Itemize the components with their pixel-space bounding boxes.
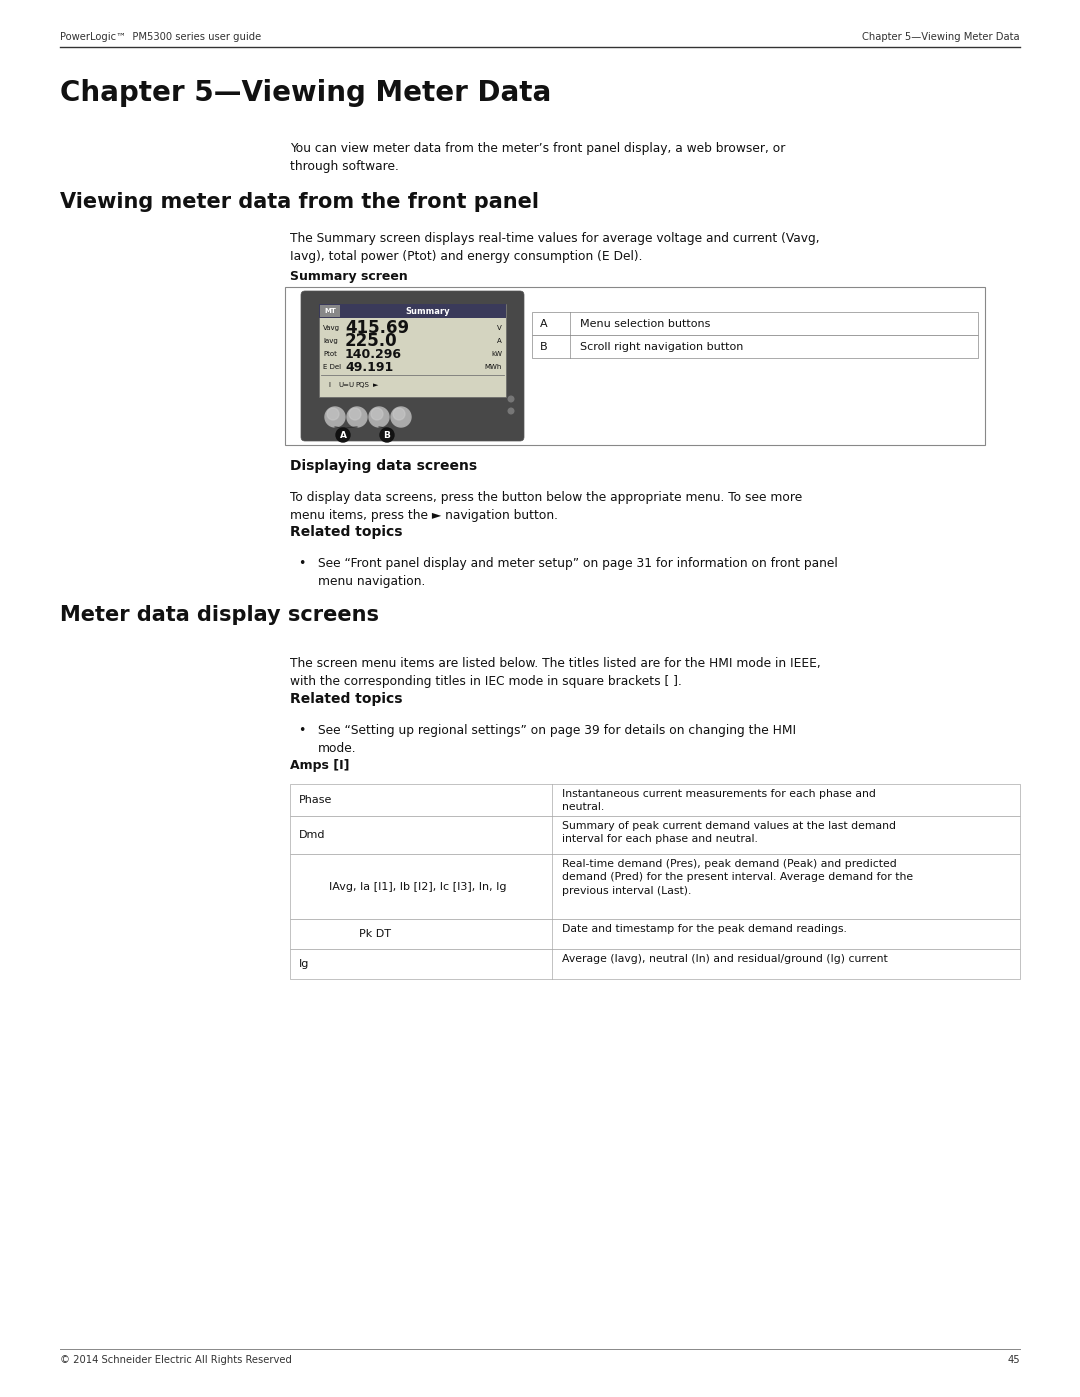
- Text: To display data screens, press the button below the appropriate menu. To see mor: To display data screens, press the butto…: [291, 490, 802, 522]
- Text: A: A: [540, 319, 548, 328]
- Text: Summary of peak current demand values at the last demand
interval for each phase: Summary of peak current demand values at…: [562, 821, 896, 844]
- Text: Related topics: Related topics: [291, 692, 403, 705]
- Bar: [291, 816, 1020, 854]
- Text: 225.0: 225.0: [345, 332, 397, 349]
- Bar: [285, 286, 985, 446]
- Text: Amps [I]: Amps [I]: [291, 759, 350, 773]
- Text: Phase: Phase: [299, 795, 333, 805]
- Bar: [532, 312, 978, 335]
- Circle shape: [349, 408, 361, 420]
- Text: B: B: [540, 341, 548, 352]
- Text: Summary screen: Summary screen: [291, 270, 408, 284]
- Circle shape: [393, 408, 405, 420]
- FancyBboxPatch shape: [301, 291, 524, 441]
- Text: PQS: PQS: [355, 381, 369, 388]
- Text: The Summary screen displays real-time values for average voltage and current (Va: The Summary screen displays real-time va…: [291, 232, 820, 263]
- Text: I: I: [328, 381, 330, 388]
- Circle shape: [327, 408, 339, 420]
- Bar: [320, 305, 340, 317]
- Circle shape: [372, 408, 383, 420]
- Text: © 2014 Schneider Electric All Rights Reserved: © 2014 Schneider Electric All Rights Res…: [60, 1355, 292, 1365]
- Text: Menu selection buttons: Menu selection buttons: [580, 319, 711, 328]
- Circle shape: [509, 408, 514, 414]
- Text: Date and timestamp for the peak demand readings.: Date and timestamp for the peak demand r…: [562, 923, 847, 935]
- Bar: [291, 919, 1020, 949]
- Text: B: B: [383, 430, 391, 440]
- Bar: [291, 949, 1020, 979]
- Text: You can view meter data from the meter’s front panel display, a web browser, or
: You can view meter data from the meter’s…: [291, 142, 785, 173]
- Text: E Del: E Del: [323, 365, 341, 370]
- Text: MT: MT: [324, 307, 336, 314]
- Text: 415.69: 415.69: [345, 319, 409, 337]
- Text: •: •: [298, 557, 306, 570]
- Text: Pk DT: Pk DT: [359, 929, 391, 939]
- Circle shape: [380, 427, 394, 441]
- Circle shape: [509, 397, 514, 402]
- Circle shape: [336, 427, 350, 441]
- Text: A: A: [497, 338, 502, 344]
- Text: A: A: [339, 430, 347, 440]
- Circle shape: [369, 407, 389, 427]
- Text: Ig: Ig: [299, 958, 309, 970]
- Text: Real-time demand (Pres), peak demand (Peak) and predicted
demand (Pred) for the : Real-time demand (Pres), peak demand (Pe…: [562, 859, 913, 895]
- Bar: [291, 854, 1020, 919]
- Text: Dmd: Dmd: [299, 830, 325, 840]
- Text: Chapter 5—Viewing Meter Data: Chapter 5—Viewing Meter Data: [60, 80, 551, 108]
- Text: kW: kW: [491, 351, 502, 358]
- Text: •: •: [298, 724, 306, 738]
- Circle shape: [325, 407, 345, 427]
- Text: See “Setting up regional settings” on page 39 for details on changing the HMI
mo: See “Setting up regional settings” on pa…: [318, 724, 796, 754]
- Text: Meter data display screens: Meter data display screens: [60, 605, 379, 624]
- Circle shape: [347, 407, 367, 427]
- Bar: [319, 305, 507, 319]
- Text: Instantaneous current measurements for each phase and
neutral.: Instantaneous current measurements for e…: [562, 789, 876, 813]
- Bar: [532, 335, 978, 358]
- Text: ►: ►: [374, 381, 379, 388]
- Text: 140.296: 140.296: [345, 348, 402, 360]
- Text: IAvg, Ia [I1], Ib [I2], Ic [I3], In, Ig: IAvg, Ia [I1], Ib [I2], Ic [I3], In, Ig: [329, 882, 507, 891]
- Text: Displaying data screens: Displaying data screens: [291, 460, 477, 474]
- Circle shape: [391, 407, 411, 427]
- Text: U=U: U=U: [338, 381, 354, 388]
- Text: 49.191: 49.191: [345, 360, 393, 374]
- Bar: [291, 784, 1020, 816]
- Text: 45: 45: [1008, 1355, 1020, 1365]
- Text: Summary: Summary: [405, 306, 449, 316]
- Text: Related topics: Related topics: [291, 525, 403, 539]
- Text: Ptot: Ptot: [323, 351, 337, 358]
- Text: See “Front panel display and meter setup” on page 31 for information on front pa: See “Front panel display and meter setup…: [318, 557, 838, 588]
- Text: V: V: [497, 324, 502, 331]
- Text: PowerLogic™  PM5300 series user guide: PowerLogic™ PM5300 series user guide: [60, 32, 261, 42]
- Text: The screen menu items are listed below. The titles listed are for the HMI mode i: The screen menu items are listed below. …: [291, 657, 821, 687]
- Bar: [319, 305, 507, 397]
- Text: MWh: MWh: [485, 365, 502, 370]
- Text: Iavg: Iavg: [323, 338, 338, 344]
- Text: Viewing meter data from the front panel: Viewing meter data from the front panel: [60, 191, 539, 212]
- Text: Average (Iavg), neutral (In) and residual/ground (Ig) current: Average (Iavg), neutral (In) and residua…: [562, 954, 888, 964]
- Text: Vavg: Vavg: [323, 324, 340, 331]
- Text: Chapter 5—Viewing Meter Data: Chapter 5—Viewing Meter Data: [862, 32, 1020, 42]
- Text: Scroll right navigation button: Scroll right navigation button: [580, 341, 743, 352]
